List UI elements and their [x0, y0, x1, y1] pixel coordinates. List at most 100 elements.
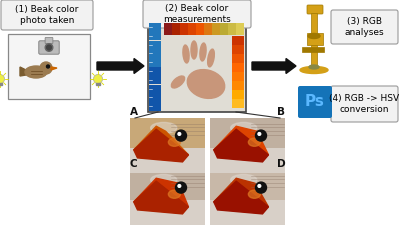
Polygon shape [214, 178, 268, 207]
Ellipse shape [151, 174, 177, 185]
Ellipse shape [200, 43, 206, 61]
Ellipse shape [231, 174, 257, 185]
FancyBboxPatch shape [307, 5, 323, 14]
Bar [232, 36, 244, 44]
FancyArrow shape [97, 58, 144, 74]
Polygon shape [51, 67, 57, 70]
Ellipse shape [151, 122, 177, 134]
Bar [232, 45, 244, 54]
Bar [149, 23, 161, 32]
Text: (1) Beak color
photo taken: (1) Beak color photo taken [15, 5, 79, 25]
Ellipse shape [191, 41, 197, 59]
Ellipse shape [248, 138, 260, 146]
FancyBboxPatch shape [331, 10, 398, 44]
Bar [130, 118, 205, 173]
Bar [302, 47, 324, 52]
Polygon shape [214, 126, 268, 155]
Circle shape [47, 45, 51, 50]
Ellipse shape [168, 138, 180, 146]
Polygon shape [134, 126, 188, 155]
Bar [210, 118, 285, 173]
FancyBboxPatch shape [331, 86, 398, 122]
Bar [204, 23, 212, 35]
Bar [212, 23, 220, 35]
Bar [307, 33, 323, 45]
Ellipse shape [231, 122, 257, 134]
FancyArrow shape [252, 58, 296, 74]
Polygon shape [134, 178, 188, 207]
Bar [148, 22, 246, 112]
Bar [210, 148, 285, 173]
Circle shape [178, 185, 181, 187]
Bar [0, 83, 2, 85]
Circle shape [46, 65, 50, 68]
Bar [149, 58, 161, 67]
Ellipse shape [308, 33, 320, 38]
Circle shape [256, 130, 266, 141]
Bar [149, 76, 161, 84]
Circle shape [256, 182, 266, 193]
Ellipse shape [171, 76, 185, 88]
Text: C: C [130, 159, 138, 169]
Circle shape [176, 182, 186, 193]
Bar [232, 90, 244, 98]
Bar [172, 23, 180, 35]
Bar [149, 93, 161, 102]
FancyBboxPatch shape [143, 0, 251, 28]
Ellipse shape [168, 190, 180, 198]
Ellipse shape [248, 190, 260, 198]
Circle shape [40, 62, 52, 74]
Bar [228, 23, 236, 35]
Text: A: A [130, 107, 138, 117]
Text: (2) Beak color
measurements: (2) Beak color measurements [163, 4, 231, 24]
Circle shape [258, 133, 261, 135]
Bar [164, 23, 172, 35]
Bar [311, 45, 317, 67]
Bar [232, 54, 244, 63]
Polygon shape [20, 67, 26, 76]
Bar [8, 34, 90, 99]
Ellipse shape [300, 66, 328, 74]
Ellipse shape [187, 70, 225, 98]
FancyBboxPatch shape [45, 38, 53, 44]
Circle shape [94, 74, 102, 84]
Bar [232, 72, 244, 81]
Bar [210, 200, 285, 225]
FancyBboxPatch shape [298, 86, 332, 118]
Bar [180, 23, 188, 35]
Circle shape [178, 133, 181, 135]
Text: (3) RGB
analyses: (3) RGB analyses [345, 17, 384, 37]
Bar [220, 23, 228, 35]
Circle shape [0, 74, 4, 84]
Ellipse shape [183, 45, 189, 63]
Bar [96, 83, 100, 85]
Ellipse shape [25, 66, 47, 78]
Bar [210, 170, 285, 225]
Bar [188, 23, 196, 35]
Bar [236, 23, 244, 35]
Text: (4) RGB -> HSV
conversion: (4) RGB -> HSV conversion [330, 94, 400, 114]
Bar [149, 32, 161, 40]
Bar [232, 81, 244, 90]
Text: B: B [277, 107, 285, 117]
FancyBboxPatch shape [1, 0, 93, 30]
Circle shape [258, 185, 261, 187]
Polygon shape [134, 181, 188, 214]
Text: D: D [277, 159, 286, 169]
Bar [149, 67, 161, 76]
Bar [311, 13, 317, 35]
Ellipse shape [309, 65, 319, 69]
Bar [232, 63, 244, 71]
Bar [149, 102, 161, 111]
Polygon shape [214, 129, 268, 162]
Bar [130, 170, 205, 225]
Ellipse shape [208, 49, 214, 67]
Circle shape [45, 44, 53, 51]
Circle shape [176, 130, 186, 141]
Polygon shape [214, 181, 268, 214]
Text: Ps: Ps [305, 95, 325, 109]
Bar [149, 85, 161, 93]
Bar [130, 200, 205, 225]
Bar [149, 41, 161, 49]
FancyBboxPatch shape [39, 41, 59, 54]
